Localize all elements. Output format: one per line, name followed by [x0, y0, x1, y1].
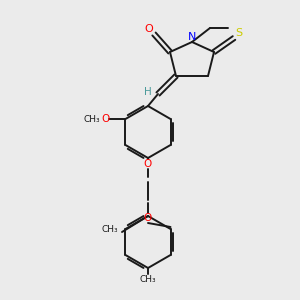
- Text: CH₃: CH₃: [83, 115, 100, 124]
- Text: S: S: [236, 28, 243, 38]
- Text: O: O: [101, 114, 110, 124]
- Text: N: N: [188, 32, 196, 42]
- Text: CH₃: CH₃: [140, 275, 156, 284]
- Text: O: O: [145, 24, 153, 34]
- Text: O: O: [144, 213, 152, 223]
- Text: H: H: [144, 87, 152, 97]
- Text: CH₃: CH₃: [102, 226, 118, 235]
- Text: O: O: [144, 159, 152, 169]
